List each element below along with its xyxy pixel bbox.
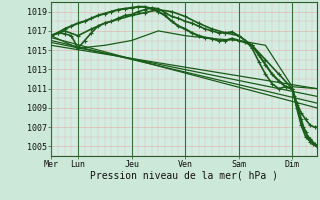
X-axis label: Pression niveau de la mer( hPa ): Pression niveau de la mer( hPa ) (90, 171, 278, 181)
